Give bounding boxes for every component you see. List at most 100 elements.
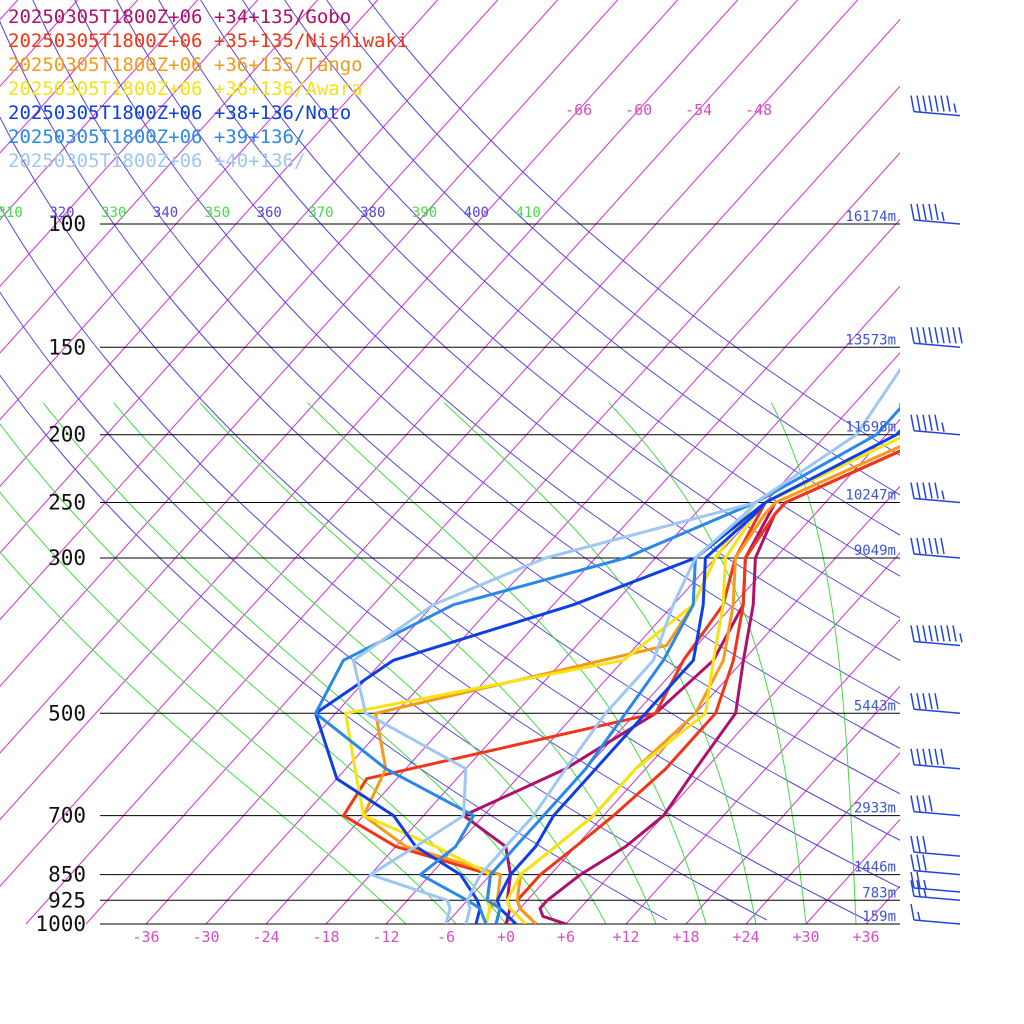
temperature-tick-label: -24 bbox=[252, 928, 279, 946]
dry-adiabat-line bbox=[326, 0, 900, 496]
isotherm-line bbox=[0, 0, 618, 687]
temperature-profile-line bbox=[485, 406, 900, 924]
legend-item: 20250305T1800Z+06 +40+136/ bbox=[8, 150, 306, 172]
wind-barb bbox=[910, 327, 963, 349]
isotherm-line bbox=[745, 752, 900, 924]
upper-temperature-label: -54 bbox=[685, 101, 712, 119]
upper-temperature-label: -60 bbox=[625, 101, 652, 119]
temperature-tick-label: -6 bbox=[437, 928, 455, 946]
wind-barb bbox=[910, 854, 961, 876]
dewpoint-profile-line bbox=[351, 501, 756, 924]
isotherm-line bbox=[685, 685, 900, 924]
isotherm-line bbox=[0, 0, 738, 821]
wind-barb bbox=[910, 748, 961, 770]
wind-barb bbox=[910, 871, 961, 893]
pressure-tick-label: 700 bbox=[48, 804, 86, 828]
isotherm-line bbox=[145, 85, 900, 924]
height-label: 13573m bbox=[845, 332, 896, 348]
moist-adiabat-line bbox=[770, 402, 857, 924]
theta-label: 310 bbox=[0, 205, 23, 221]
upper-temperature-label: -66 bbox=[565, 101, 592, 119]
theta-label: 330 bbox=[101, 205, 126, 221]
moist-adiabat-line bbox=[608, 402, 807, 924]
isotherm-line bbox=[0, 0, 798, 887]
temperature-profile-line bbox=[505, 436, 900, 924]
temperature-tick-label: -30 bbox=[192, 928, 219, 946]
pressure-tick-label: 500 bbox=[48, 701, 86, 725]
theta-label: 320 bbox=[49, 205, 74, 221]
isotherm-line bbox=[0, 0, 558, 621]
pressure-tick-label: 250 bbox=[48, 491, 86, 515]
theta-label: 400 bbox=[464, 205, 489, 221]
isotherm-line bbox=[385, 352, 900, 924]
theta-label: 370 bbox=[308, 205, 333, 221]
wind-barb bbox=[910, 693, 961, 715]
upper-temperature-label: -48 bbox=[745, 101, 772, 119]
pressure-tick-label: 100 bbox=[48, 212, 86, 236]
isotherm-line bbox=[625, 618, 900, 924]
temperature-profile-line bbox=[464, 367, 900, 924]
legend-item: 20250305T1800Z+06 +39+136/ bbox=[8, 126, 306, 148]
temperature-tick-label: +18 bbox=[672, 928, 699, 946]
legend-item: 20250305T1800Z+06 +36+135/Tango bbox=[8, 54, 363, 76]
pressure-tick-label: 850 bbox=[48, 863, 86, 887]
height-label: 11698m bbox=[845, 420, 896, 436]
wind-barb bbox=[910, 203, 961, 225]
isotherm-line bbox=[25, 0, 858, 924]
wind-barb bbox=[910, 836, 961, 857]
isobar-lines bbox=[100, 223, 900, 925]
isotherm-line bbox=[565, 552, 900, 924]
temperature-tick-label: +0 bbox=[497, 928, 515, 946]
legend-item: 20250305T1800Z+06 +35+135/Nishiwaki bbox=[8, 30, 409, 52]
temperature-profile-line bbox=[538, 449, 900, 924]
pressure-tick-label: 200 bbox=[48, 423, 86, 447]
temperature-profile-line bbox=[495, 429, 900, 924]
temperature-tick-label: +6 bbox=[557, 928, 575, 946]
legend-item: 20250305T1800Z+06 +38+136/Noto bbox=[8, 102, 352, 124]
dry-adiabat-lines bbox=[0, 0, 900, 921]
temperature-tick-label: +30 bbox=[792, 928, 819, 946]
wind-barb bbox=[910, 903, 961, 925]
moist-adiabat-line bbox=[113, 402, 607, 924]
theta-label: 360 bbox=[257, 205, 282, 221]
theta-label: 390 bbox=[412, 205, 437, 221]
theta-label: 380 bbox=[360, 205, 385, 221]
isotherm-line bbox=[0, 0, 198, 221]
dry-adiabat-line bbox=[242, 0, 900, 577]
dewpoint-profile-line bbox=[314, 501, 767, 924]
moist-adiabat-line bbox=[0, 551, 407, 924]
temperature-tick-label: -18 bbox=[312, 928, 339, 946]
dry-adiabat-line bbox=[0, 291, 768, 921]
temperature-tick-label: +12 bbox=[612, 928, 639, 946]
dry-adiabat-line bbox=[158, 0, 900, 662]
isotherm-line bbox=[0, 0, 258, 287]
height-label: 10247m bbox=[845, 488, 896, 504]
moist-adiabat-line bbox=[199, 402, 657, 924]
dry-adiabat-line bbox=[200, 0, 900, 619]
height-label: 2933m bbox=[854, 801, 896, 817]
dry-adiabat-line bbox=[0, 20, 900, 841]
isotherm-line bbox=[0, 0, 318, 354]
height-label: 16174m bbox=[845, 209, 896, 225]
height-label: 783m bbox=[862, 885, 896, 901]
moist-adiabat-lines bbox=[0, 402, 900, 924]
pressure-tick-label: 150 bbox=[48, 335, 86, 359]
isotherm-line bbox=[205, 152, 900, 924]
isotherm-line bbox=[505, 485, 900, 924]
moist-adiabat-line bbox=[443, 402, 757, 924]
isotherm-line bbox=[0, 0, 678, 754]
dry-adiabat-line bbox=[74, 0, 900, 749]
temperature-tick-label: +24 bbox=[732, 928, 759, 946]
pressure-tick-label: 925 bbox=[48, 888, 86, 912]
theta-label: 340 bbox=[153, 205, 178, 221]
wind-barb bbox=[910, 795, 961, 817]
isotherm-line bbox=[0, 0, 438, 487]
height-label: 1446m bbox=[854, 860, 896, 876]
pressure-tick-label: 300 bbox=[48, 546, 86, 570]
moist-adiabat-line bbox=[0, 491, 457, 924]
wind-barb bbox=[910, 537, 961, 559]
isotherm-line bbox=[0, 0, 378, 421]
sounding-series bbox=[314, 367, 900, 924]
